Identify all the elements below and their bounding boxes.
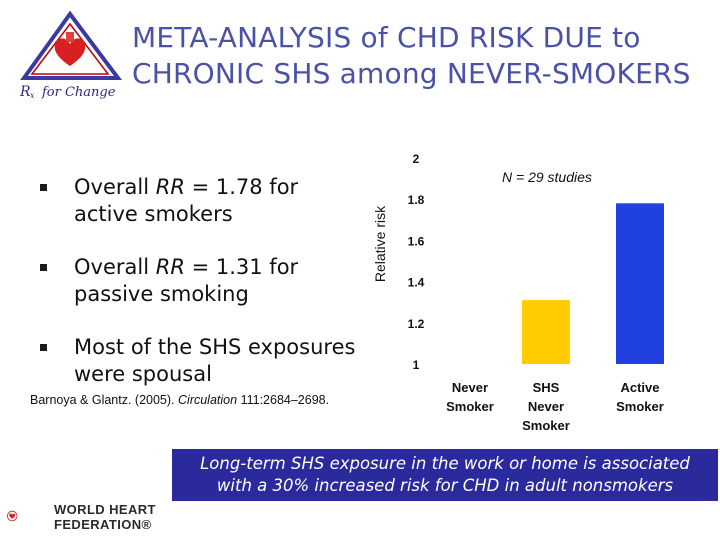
title-line-2: CHRONIC SHS among NEVER-SMOKERS [132, 57, 691, 90]
y-axis-label: Relative risk [372, 205, 388, 282]
square-bullet-icon [40, 344, 47, 351]
y-tick-label: 1.2 [408, 317, 425, 331]
citation-details: 111:2684–2698. [240, 393, 330, 407]
citation-journal: Circulation [178, 393, 238, 407]
bullet-prefix: Overall [74, 255, 156, 279]
title-line-1: META-ANALYSIS of CHD RISK DUE to [132, 21, 641, 54]
bar-shs-never-smoker [522, 300, 570, 364]
square-bullet-icon [40, 184, 47, 191]
key-finding-banner: Long-term SHS exposure in the work or ho… [172, 449, 718, 501]
category-label: SHS Never Smoker [522, 380, 570, 433]
y-tick-label: 1.8 [408, 193, 425, 207]
bullet-rest: = 1.31 for passive smoking [74, 255, 299, 306]
world-heart-federation-logo [6, 510, 18, 522]
banner-line-1: Long-term SHS exposure in the work or ho… [200, 454, 690, 473]
bullet-list: Overall RR = 1.78 for active smokers Ove… [38, 174, 358, 414]
category-label: Active Smoker [616, 380, 664, 414]
bullet-item: Overall RR = 1.78 for active smokers [38, 174, 358, 228]
bullet-rest: = 1.78 for active smokers [74, 175, 299, 226]
relative-risk-bar-chart: Relative risk N = 29 studies 2 1.8 1.6 1.4 1… [372, 152, 664, 433]
rx-for-change-logo: R x for Change [19, 10, 122, 100]
whf-line-1: WORLD HEART [54, 502, 156, 517]
y-tick-label: 2 [413, 152, 420, 166]
bullet-italic: RR [155, 255, 185, 279]
citation-authors: Barnoya & Glantz. (2005). [30, 393, 175, 407]
whf-line-2: FEDERATION® [54, 517, 152, 532]
bar-active-smoker [616, 203, 664, 364]
citation: Barnoya & Glantz. (2005). Circulation 11… [30, 393, 329, 407]
bullet-prefix: Overall [74, 175, 156, 199]
bullet-item: Most of the SHS exposures were spousal [38, 334, 358, 388]
chart-annotation: N = 29 studies [502, 169, 592, 185]
slide-title: META-ANALYSIS of CHD RISK DUE to CHRONIC… [132, 20, 712, 92]
bullet-italic: RR [155, 175, 185, 199]
svg-text:x: x [30, 91, 35, 100]
bullet-item: Overall RR = 1.31 for passive smoking [38, 254, 358, 308]
whf-logo-text: WORLD HEART FEDERATION® [54, 502, 156, 532]
bullet-prefix: Most of the SHS exposures were spousal [74, 335, 356, 386]
banner-line-2: with a 30% increased risk for CHD in adu… [216, 476, 674, 495]
svg-text:for Change: for Change [41, 85, 116, 100]
y-tick-label: 1.4 [408, 276, 425, 290]
category-label: Never Smoker [446, 380, 494, 414]
y-tick-label: 1 [413, 358, 420, 372]
svg-text:R: R [19, 84, 31, 100]
y-tick-label: 1.6 [408, 234, 425, 248]
square-bullet-icon [40, 264, 47, 271]
